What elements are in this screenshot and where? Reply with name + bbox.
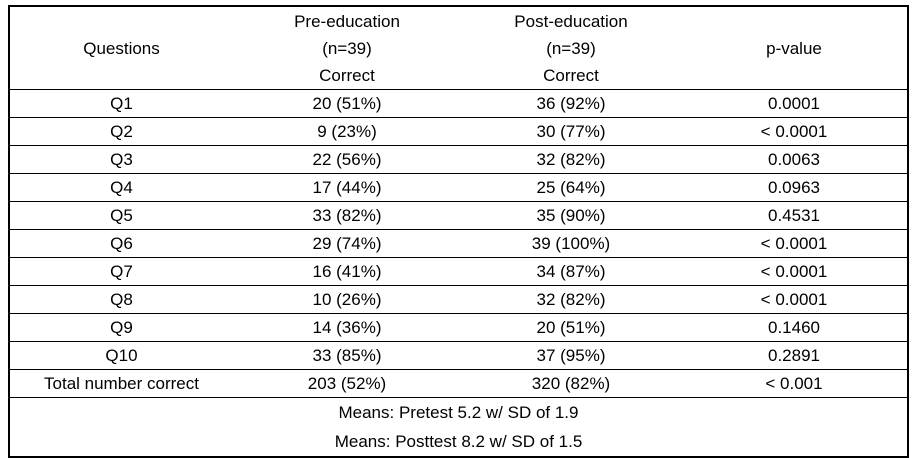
post-correct-cell: 34 (87%): [536, 262, 606, 281]
table-row: Q10 33 (85%) 37 (95%) 0.2891: [9, 342, 908, 370]
pre-education-n: (n=39): [322, 38, 372, 58]
question-cell: Q10: [105, 346, 138, 365]
means-cell: Means: Pretest 5.2 w/ SD of 1.9 Means: P…: [9, 398, 908, 458]
post-correct-cell: 36 (92%): [536, 94, 606, 113]
p-value-cell: 0.0063: [768, 150, 820, 169]
table-row: Q8 10 (26%) 32 (82%) < 0.0001: [9, 286, 908, 314]
pre-correct-cell: 33 (82%): [312, 206, 382, 225]
post-education-correct-label: Correct: [543, 65, 599, 85]
question-cell: Q6: [110, 234, 133, 253]
p-value-cell: < 0.0001: [760, 262, 828, 281]
post-correct-cell: 39 (100%): [531, 234, 611, 253]
col-header-post-education: Post-education (n=39) Correct: [461, 6, 681, 90]
means-posttest: Means: Posttest 8.2 w/ SD of 1.5: [334, 432, 583, 451]
post-correct-cell: 20 (51%): [536, 318, 606, 337]
table-row: Q2 9 (23%) 30 (77%) < 0.0001: [9, 118, 908, 146]
p-value-cell: < 0.0001: [760, 234, 828, 253]
table-row: Q9 14 (36%) 20 (51%) 0.1460: [9, 314, 908, 342]
pre-education-correct-label: Correct: [319, 65, 375, 85]
table-row: Q5 33 (82%) 35 (90%) 0.4531: [9, 202, 908, 230]
results-table: Questions Pre-education (n=39) Correct P…: [8, 5, 909, 458]
table-row: Q6 29 (74%) 39 (100%) < 0.0001: [9, 230, 908, 258]
pre-correct-cell: 16 (41%): [312, 262, 382, 281]
question-cell: Total number correct: [44, 374, 199, 393]
post-correct-cell: 32 (82%): [536, 150, 606, 169]
p-value-cell: 0.0963: [768, 178, 820, 197]
p-value-cell: < 0.0001: [760, 122, 828, 141]
col-header-questions-label: Questions: [83, 38, 160, 58]
post-education-title: Post-education: [514, 11, 628, 31]
header-row: Questions Pre-education (n=39) Correct P…: [9, 6, 908, 90]
post-correct-cell: 35 (90%): [536, 206, 606, 225]
p-value-cell: < 0.001: [765, 374, 823, 393]
p-value-cell: 0.4531: [768, 206, 820, 225]
p-value-cell: 0.2891: [768, 346, 820, 365]
pvalue-label: p-value: [766, 38, 822, 58]
p-value-cell: < 0.0001: [760, 290, 828, 309]
question-cell: Q8: [110, 290, 133, 309]
question-cell: Q7: [110, 262, 133, 281]
post-correct-cell: 37 (95%): [536, 346, 606, 365]
pre-education-title: Pre-education: [294, 11, 400, 31]
pre-correct-cell: 14 (36%): [312, 318, 382, 337]
question-cell: Q4: [110, 178, 133, 197]
post-education-n: (n=39): [546, 38, 596, 58]
pre-correct-cell: 10 (26%): [312, 290, 382, 309]
pre-correct-cell: 20 (51%): [312, 94, 382, 113]
col-header-pvalue: p-value: [681, 6, 908, 90]
post-correct-cell: 25 (64%): [536, 178, 606, 197]
post-correct-cell: 32 (82%): [536, 290, 606, 309]
col-header-questions: Questions: [9, 6, 233, 90]
question-cell: Q5: [110, 206, 133, 225]
table-header: Questions Pre-education (n=39) Correct P…: [9, 6, 908, 90]
means-row: Means: Pretest 5.2 w/ SD of 1.9 Means: P…: [9, 398, 908, 458]
table-footer: Means: Pretest 5.2 w/ SD of 1.9 Means: P…: [9, 398, 908, 458]
table-row: Q4 17 (44%) 25 (64%) 0.0963: [9, 174, 908, 202]
pre-correct-cell: 33 (85%): [312, 346, 382, 365]
table-body: Q1 20 (51%) 36 (92%) 0.0001 Q2 9 (23%) 3…: [9, 90, 908, 398]
p-value-cell: 0.0001: [768, 94, 820, 113]
table-row: Q3 22 (56%) 32 (82%) 0.0063: [9, 146, 908, 174]
post-correct-cell: 320 (82%): [531, 374, 611, 393]
table-row: Q7 16 (41%) 34 (87%) < 0.0001: [9, 258, 908, 286]
results-table-container: Questions Pre-education (n=39) Correct P…: [8, 5, 909, 458]
question-cell: Q3: [110, 150, 133, 169]
question-cell: Q1: [110, 94, 133, 113]
pre-correct-cell: 17 (44%): [312, 178, 382, 197]
question-cell: Q9: [110, 318, 133, 337]
means-pretest: Means: Pretest 5.2 w/ SD of 1.9: [338, 403, 579, 422]
question-cell: Q2: [110, 122, 133, 141]
col-header-pre-education: Pre-education (n=39) Correct: [233, 6, 461, 90]
pre-correct-cell: 22 (56%): [312, 150, 382, 169]
pre-correct-cell: 9 (23%): [317, 122, 377, 141]
pre-correct-cell: 29 (74%): [312, 234, 382, 253]
table-row-total: Total number correct 203 (52%) 320 (82%)…: [9, 370, 908, 398]
post-correct-cell: 30 (77%): [536, 122, 606, 141]
pre-correct-cell: 203 (52%): [307, 374, 387, 393]
p-value-cell: 0.1460: [768, 318, 820, 337]
table-row: Q1 20 (51%) 36 (92%) 0.0001: [9, 90, 908, 118]
